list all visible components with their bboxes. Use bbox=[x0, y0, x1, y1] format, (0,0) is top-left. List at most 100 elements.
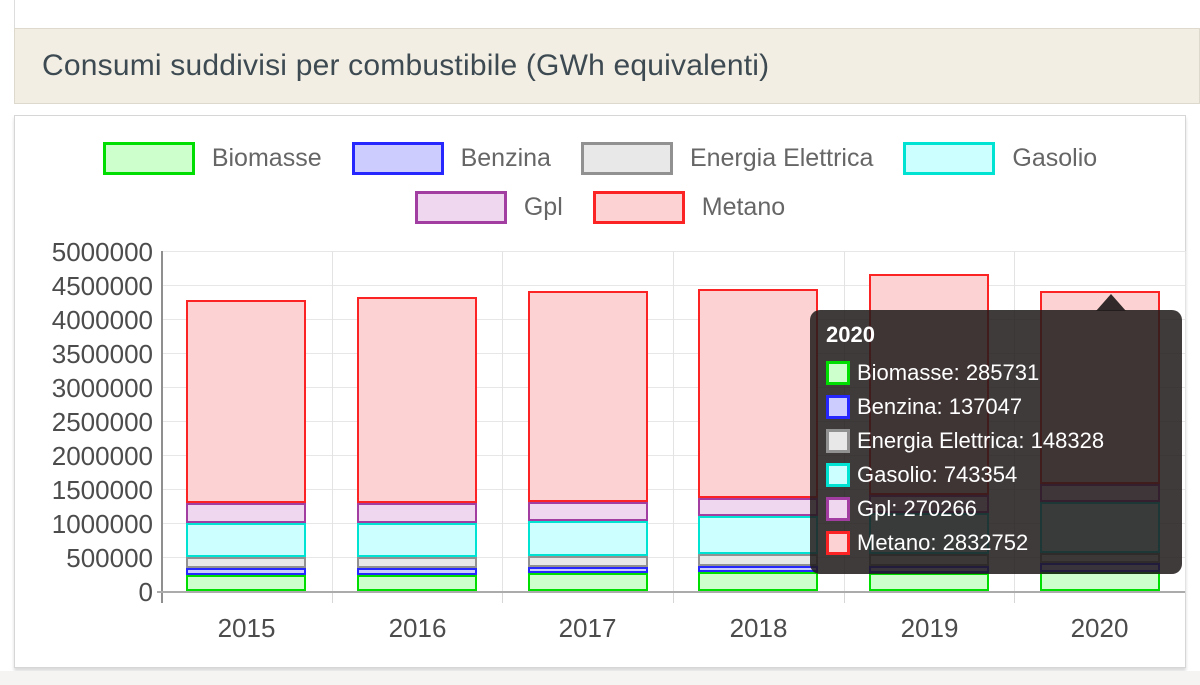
bar-2018[interactable] bbox=[698, 289, 818, 591]
x-axis-tick bbox=[1014, 591, 1015, 603]
y-axis-tick-label: 3000000 bbox=[51, 373, 153, 403]
legend-item-energia-elettrica[interactable]: Energia Elettrica bbox=[580, 142, 874, 175]
gridline-vertical bbox=[332, 251, 333, 591]
bar-segment-gasolio-2017[interactable] bbox=[528, 521, 648, 556]
bar-segment-biomasse-2017[interactable] bbox=[528, 573, 648, 591]
bar-segment-metano-2016[interactable] bbox=[357, 297, 477, 503]
y-axis-tick-label: 4000000 bbox=[51, 305, 153, 335]
tooltip-arrow-icon bbox=[1096, 294, 1126, 311]
y-axis-tick-label: 0 bbox=[138, 577, 153, 607]
bar-segment-energia-elettrica-2015[interactable] bbox=[186, 557, 306, 568]
bar-segment-gasolio-2016[interactable] bbox=[357, 523, 477, 557]
x-axis-tick bbox=[844, 591, 845, 603]
legend-item-metano[interactable]: Metano bbox=[592, 191, 786, 224]
legend-item-gasolio[interactable]: Gasolio bbox=[903, 142, 1097, 175]
y-axis-line bbox=[161, 251, 163, 603]
tooltip-item-metano: Metano: 2832752 bbox=[826, 526, 1166, 560]
y-axis-tick-label: 3500000 bbox=[51, 339, 153, 369]
y-axis-tick-label: 2000000 bbox=[51, 441, 153, 471]
legend-item-biomasse[interactable]: Biomasse bbox=[102, 142, 322, 175]
y-axis-tick-label: 500000 bbox=[66, 543, 153, 573]
legend-label: Biomasse bbox=[211, 144, 322, 172]
x-axis-tick bbox=[332, 591, 333, 603]
legend-swatch-gpl-icon bbox=[414, 191, 507, 224]
y-axis-tick-label: 2500000 bbox=[51, 407, 153, 437]
chart-title: Consumi suddivisi per combustibile (GWh … bbox=[42, 49, 770, 82]
y-axis-tick-label: 4500000 bbox=[51, 271, 153, 301]
tooltip-swatch-gasolio-icon bbox=[826, 463, 850, 487]
bar-segment-metano-2015[interactable] bbox=[186, 300, 306, 503]
bar-segment-energia-elettrica-2016[interactable] bbox=[357, 557, 477, 568]
legend-label: Benzina bbox=[460, 144, 551, 172]
legend-swatch-energia-elettrica-icon bbox=[580, 142, 673, 175]
bar-segment-gpl-2016[interactable] bbox=[357, 503, 477, 523]
tooltip-item-biomasse: Biomasse: 285731 bbox=[826, 356, 1166, 390]
gridline-vertical bbox=[1185, 251, 1186, 591]
bar-segment-gpl-2017[interactable] bbox=[528, 502, 648, 521]
bar-2017[interactable] bbox=[528, 291, 648, 591]
bar-segment-gasolio-2015[interactable] bbox=[186, 523, 306, 557]
legend-swatch-biomasse-icon bbox=[102, 142, 195, 175]
bar-segment-biomasse-2016[interactable] bbox=[357, 575, 477, 591]
bar-segment-biomasse-2015[interactable] bbox=[186, 575, 306, 591]
legend-row: Biomasse Benzina Energia Elettrica Gasolio bbox=[15, 142, 1185, 175]
tooltip-swatch-energia-elettrica-icon bbox=[826, 429, 850, 453]
panel-header: Consumi suddivisi per combustibile (GWh … bbox=[14, 28, 1200, 104]
tooltip-item-text: Benzina: 137047 bbox=[857, 394, 1023, 419]
x-axis-tick bbox=[502, 591, 503, 603]
y-axis-tick-label: 1500000 bbox=[51, 475, 153, 505]
tooltip-swatch-biomasse-icon bbox=[826, 361, 850, 385]
bar-segment-energia-elettrica-2017[interactable] bbox=[528, 556, 648, 567]
bar-segment-energia-elettrica-2018[interactable] bbox=[698, 554, 818, 566]
x-axis-line bbox=[157, 591, 1185, 593]
tooltip-item-text: Gpl: 270266 bbox=[857, 496, 977, 521]
tooltip-item-text: Gasolio: 743354 bbox=[857, 462, 1018, 487]
tooltip-item-text: Biomasse: 285731 bbox=[857, 360, 1040, 385]
chart-legend: Biomasse Benzina Energia Elettrica Gasolio G… bbox=[15, 142, 1185, 240]
y-axis-tick-label: 1000000 bbox=[51, 509, 153, 539]
bottom-strip bbox=[0, 671, 1200, 685]
x-axis-label-2016: 2016 bbox=[388, 613, 447, 643]
gridline-vertical bbox=[673, 251, 674, 591]
legend-swatch-benzina-icon bbox=[351, 142, 444, 175]
bar-2016[interactable] bbox=[357, 297, 477, 591]
legend-label: Gasolio bbox=[1012, 144, 1098, 172]
tooltip-item-text: Energia Elettrica: 148328 bbox=[857, 428, 1105, 453]
x-axis-label-2020: 2020 bbox=[1070, 613, 1129, 643]
bar-segment-biomasse-2020[interactable] bbox=[1040, 572, 1160, 591]
bar-segment-benzina-2015[interactable] bbox=[186, 568, 306, 575]
tooltip-item-benzina: Benzina: 137047 bbox=[826, 390, 1166, 424]
bar-segment-gpl-2015[interactable] bbox=[186, 503, 306, 523]
x-axis-tick bbox=[1185, 591, 1186, 603]
x-axis-label-2015: 2015 bbox=[217, 613, 276, 643]
tooltip-item-gpl: Gpl: 270266 bbox=[826, 492, 1166, 526]
x-axis-label-2018: 2018 bbox=[729, 613, 788, 643]
bar-segment-biomasse-2019[interactable] bbox=[869, 573, 989, 591]
bar-segment-gasolio-2018[interactable] bbox=[698, 516, 818, 554]
bar-2015[interactable] bbox=[186, 300, 306, 591]
bar-segment-biomasse-2018[interactable] bbox=[698, 572, 818, 591]
legend-label: Energia Elettrica bbox=[689, 144, 874, 172]
chart-tooltip: 2020 Biomasse: 285731 Benzina: 137047 Ener… bbox=[810, 294, 1182, 574]
bar-segment-benzina-2016[interactable] bbox=[357, 568, 477, 575]
bar-segment-gpl-2018[interactable] bbox=[698, 498, 818, 516]
x-axis-tick bbox=[673, 591, 674, 603]
bar-segment-metano-2017[interactable] bbox=[528, 291, 648, 502]
legend-label: Metano bbox=[701, 193, 786, 221]
legend-label: Gpl bbox=[523, 193, 563, 221]
y-axis-tick-label: 5000000 bbox=[51, 237, 153, 267]
legend-item-gpl[interactable]: Gpl bbox=[414, 191, 563, 224]
bar-segment-metano-2018[interactable] bbox=[698, 289, 818, 498]
x-axis-label-2019: 2019 bbox=[900, 613, 959, 643]
tooltip-swatch-gpl-icon bbox=[826, 497, 850, 521]
legend-swatch-metano-icon bbox=[592, 191, 685, 224]
legend-swatch-gasolio-icon bbox=[903, 142, 996, 175]
tooltip-swatch-metano-icon bbox=[826, 531, 850, 555]
tooltip-item-gasolio: Gasolio: 743354 bbox=[826, 458, 1166, 492]
legend-item-benzina[interactable]: Benzina bbox=[351, 142, 551, 175]
tooltip-swatch-benzina-icon bbox=[826, 395, 850, 419]
tooltip-rows: Biomasse: 285731 Benzina: 137047 Energia E… bbox=[826, 356, 1166, 560]
x-axis-label-2017: 2017 bbox=[558, 613, 617, 643]
bar-segment-benzina-2017[interactable] bbox=[528, 567, 648, 573]
